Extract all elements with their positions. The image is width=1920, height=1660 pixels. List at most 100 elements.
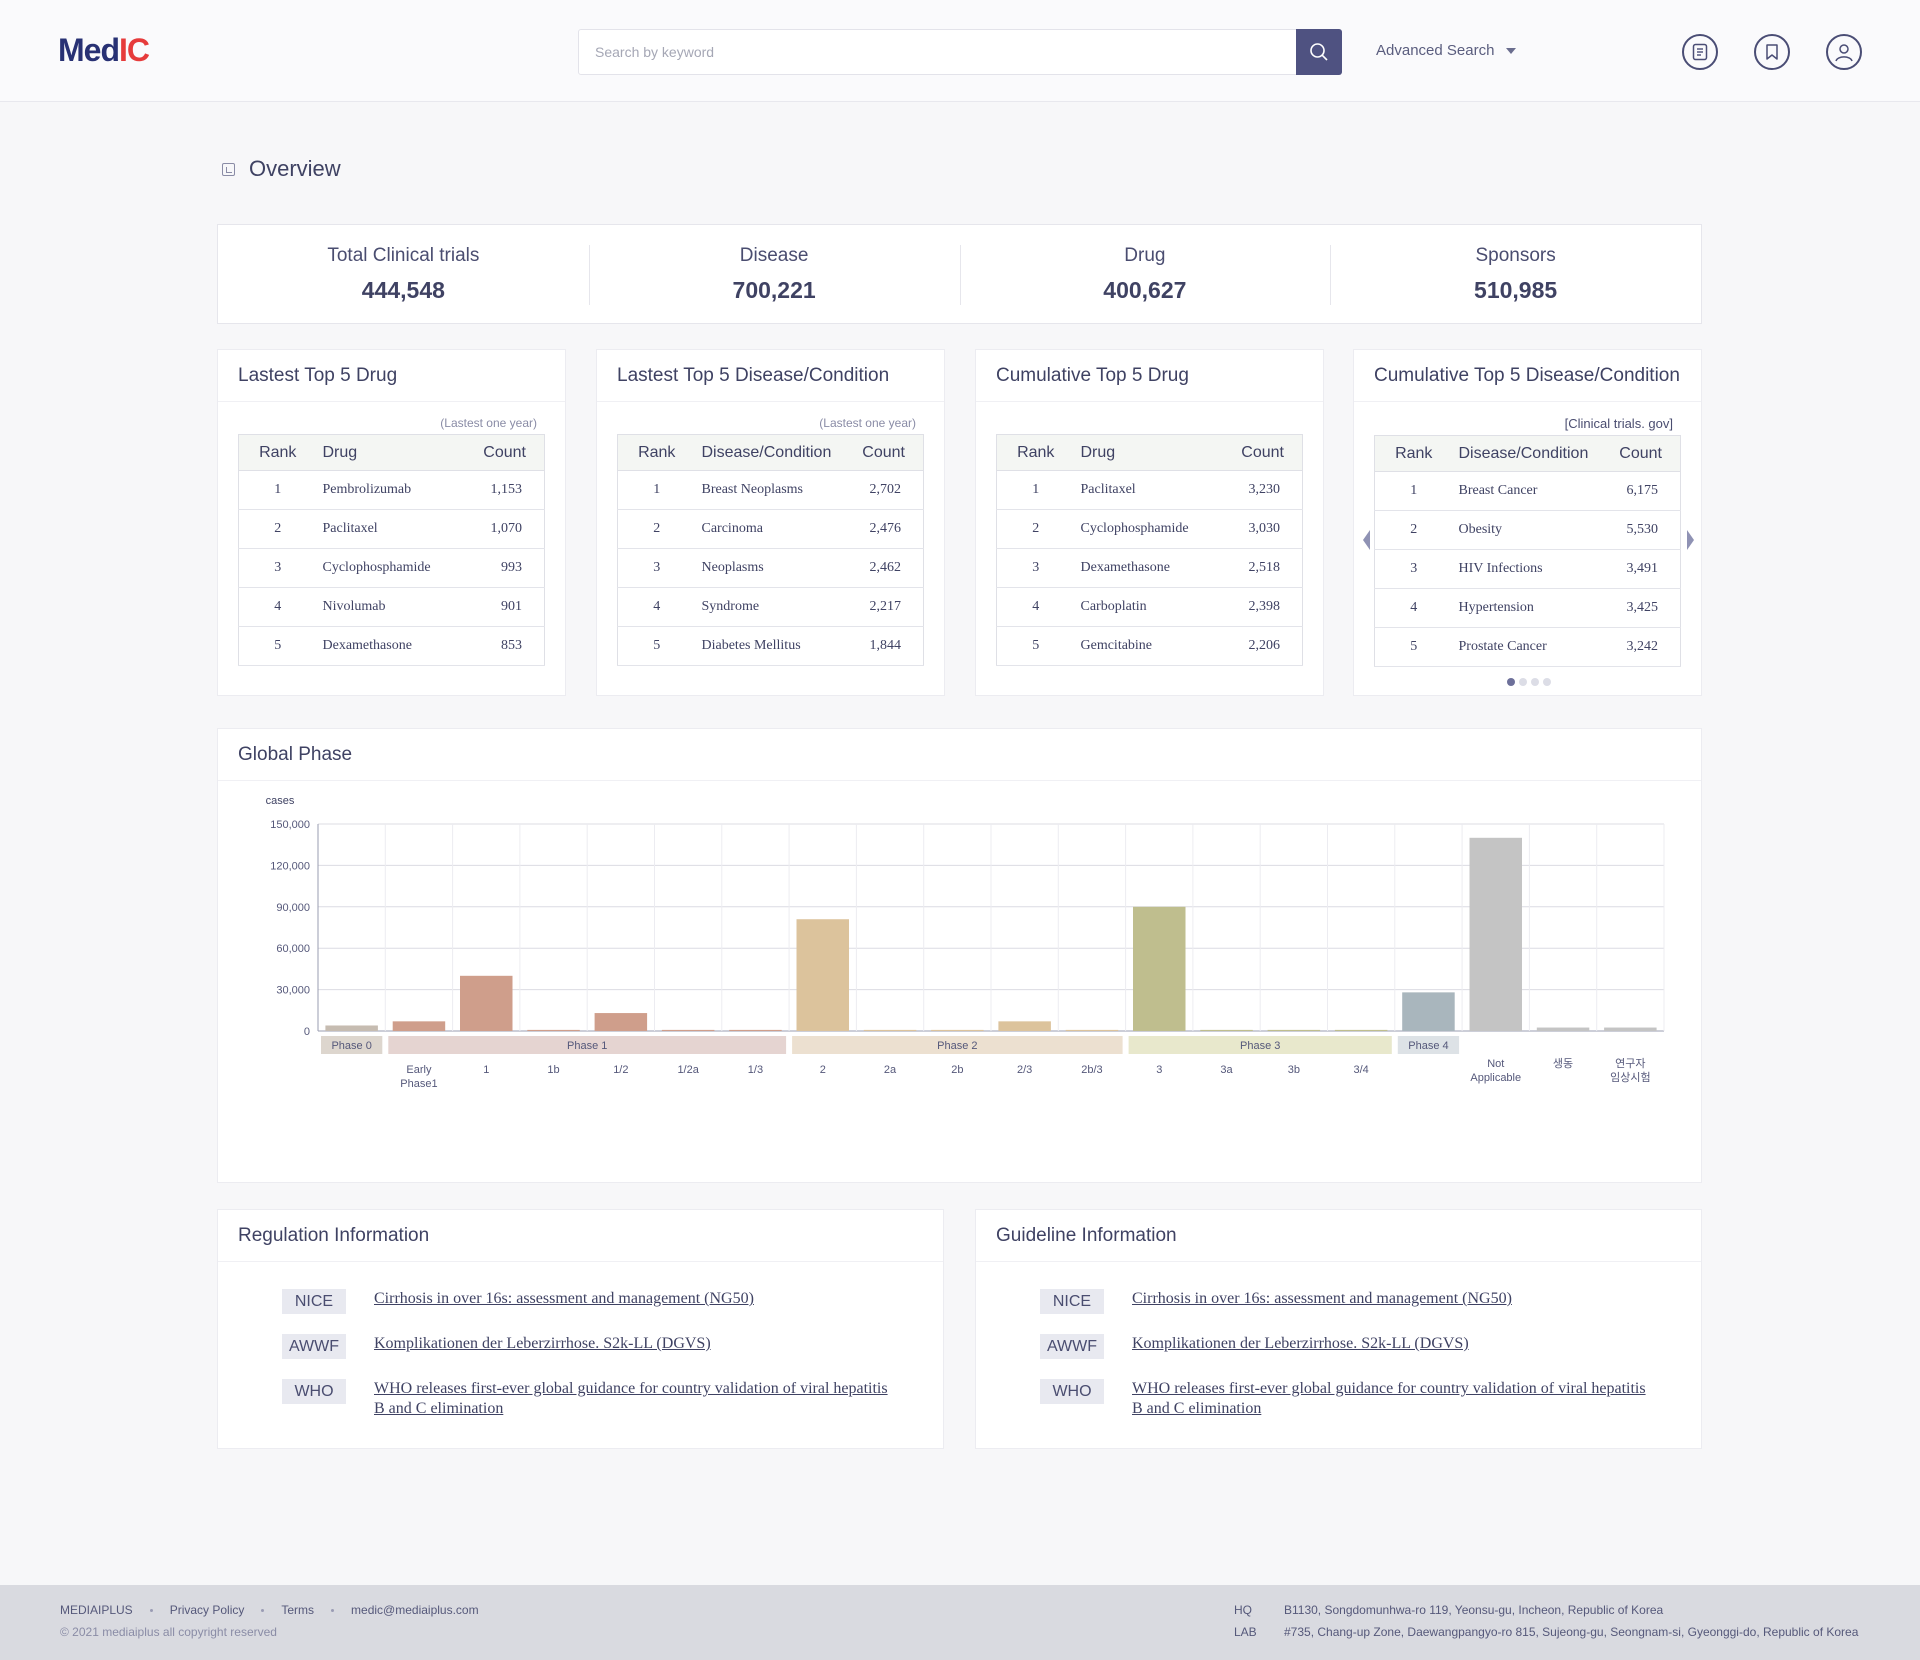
list-item: AWWF Komplikationen der Leberzirrhose. S… xyxy=(282,1334,894,1359)
address-text: B1130, Songdomunhwa-ro 119, Yeonsu-gu, I… xyxy=(1284,1603,1664,1617)
table-row[interactable]: 1 Paclitaxel 3,230 xyxy=(996,470,1303,510)
table-row[interactable]: 5 Gemcitabine 2,206 xyxy=(996,626,1303,666)
stat-label: Total Clinical trials xyxy=(327,244,480,266)
advanced-search-dropdown[interactable]: Advanced Search xyxy=(1376,42,1517,59)
lab-address: LAB #735, Chang-up Zone, Daewangpangyo-r… xyxy=(1234,1625,1858,1639)
column-header: Count xyxy=(1224,434,1303,471)
table-row[interactable]: 2 Cyclophosphamide 3,030 xyxy=(996,509,1303,549)
advanced-search-label: Advanced Search xyxy=(1376,42,1495,59)
regulation-link[interactable]: Komplikationen der Leberzirrhose. S2k-LL… xyxy=(374,1335,711,1352)
source-badge: WHO xyxy=(282,1379,346,1404)
table-row[interactable]: 3 Cyclophosphamide 993 xyxy=(238,548,545,588)
bar xyxy=(1469,837,1522,1031)
x-tick-label: Not Applicable xyxy=(1470,1058,1521,1084)
bar xyxy=(931,1029,984,1031)
y-tick-label: 150,000 xyxy=(270,819,310,831)
carousel-dot[interactable] xyxy=(1531,678,1539,686)
list-item: NICE Cirrhosis in over 16s: assessment a… xyxy=(1040,1289,1652,1314)
table-row[interactable]: 3 HIV Infections 3,491 xyxy=(1374,549,1681,589)
bookmark-icon[interactable] xyxy=(1754,34,1790,70)
phase-group-band xyxy=(321,1036,383,1054)
search-button[interactable] xyxy=(1296,29,1342,75)
table-row[interactable]: 4 Nivolumab 901 xyxy=(238,587,545,627)
bar xyxy=(729,1029,782,1031)
stat-sponsors: Sponsors 510,985 xyxy=(1330,225,1701,323)
phase-group-band xyxy=(388,1036,787,1054)
y-tick-label: 120,000 xyxy=(270,860,310,872)
global-phase-chart: 0 30,000 60,000 90,000 120,000 150,000 cases Ph… xyxy=(266,795,1665,1090)
table-row[interactable]: 2 Carcinoma 2,476 xyxy=(617,509,924,549)
bar xyxy=(1200,1029,1253,1031)
stat-value: 444,548 xyxy=(361,276,445,303)
footer-link-privacy[interactable]: Privacy Policy xyxy=(169,1603,245,1617)
guideline-link[interactable]: Cirrhosis in over 16s: assessment and ma… xyxy=(1132,1290,1512,1307)
source-badge: AWWF xyxy=(1040,1334,1104,1359)
carousel-dot[interactable] xyxy=(1519,678,1527,686)
card-guideline-information: Guideline Information NICE Cirrhosis in … xyxy=(975,1209,1702,1449)
table-row[interactable]: 1 Breast Neoplasms 2,702 xyxy=(617,470,924,510)
guideline-link[interactable]: Komplikationen der Leberzirrhose. S2k-LL… xyxy=(1132,1335,1469,1352)
column-header: Drug xyxy=(1074,434,1225,471)
stat-label: Disease xyxy=(739,244,809,266)
address-label: HQ xyxy=(1234,1603,1252,1617)
table-row[interactable]: 1 Pembrolizumab 1,153 xyxy=(238,470,545,510)
bar xyxy=(796,919,849,1031)
carousel-dot[interactable] xyxy=(1543,678,1551,686)
list-item: WHO WHO releases first-ever global guida… xyxy=(282,1379,894,1419)
table-row[interactable]: 1 Breast Cancer 6,175 xyxy=(1374,471,1681,511)
medic-logo[interactable]: MedIC xyxy=(58,32,150,68)
bar xyxy=(1334,1029,1388,1031)
card-note: [Clinical trials. gov] xyxy=(1564,416,1673,431)
footer-link-terms[interactable]: Terms xyxy=(281,1603,315,1617)
footer-link-company[interactable]: MEDIAIPLUS xyxy=(60,1603,133,1617)
card-title: Cumulative Top 5 Drug xyxy=(976,350,1323,402)
guideline-link[interactable]: WHO releases first-ever global guidance … xyxy=(1132,1380,1646,1417)
column-header: Count xyxy=(845,434,924,471)
table-row[interactable]: 4 Syndrome 2,217 xyxy=(617,587,924,627)
bar xyxy=(594,1013,648,1031)
table-row[interactable]: 5 Diabetes Mellitus 1,844 xyxy=(617,626,924,666)
phase-group-label: Phase 2 xyxy=(937,1040,977,1052)
card-title: Lastest Top 5 Disease/Condition xyxy=(597,350,944,402)
table-row[interactable]: 4 Hypertension 3,425 xyxy=(1374,588,1681,628)
table-row[interactable]: 2 Obesity 5,530 xyxy=(1374,510,1681,550)
table-row[interactable]: 4 Carboplatin 2,398 xyxy=(996,587,1303,627)
card-global-phase: Global Phase 0 30,000 60,000 90,000 120,000 1… xyxy=(217,728,1702,1183)
x-tick-label: 3/4 xyxy=(1354,1064,1369,1076)
carousel-dot[interactable] xyxy=(1507,678,1515,686)
user-account-icon[interactable] xyxy=(1826,34,1862,70)
phase-group-label: Phase 1 xyxy=(567,1040,607,1052)
list-book-icon[interactable] xyxy=(1682,34,1718,70)
card-title: Guideline Information xyxy=(976,1210,1701,1262)
address-text: #735, Chang-up Zone, Daewangpangyo-ro 81… xyxy=(1284,1625,1859,1639)
table-row[interactable]: 2 Paclitaxel 1,070 xyxy=(238,509,545,549)
x-tick-label: 1/2 xyxy=(613,1064,628,1076)
x-tick-label: 1/3 xyxy=(748,1064,763,1076)
carousel-next-icon[interactable] xyxy=(1687,530,1694,550)
footer-links: MEDIAIPLUS Privacy Policy Terms medic@me… xyxy=(60,1603,479,1617)
x-tick-label: 2 xyxy=(820,1064,826,1076)
bar xyxy=(325,1025,378,1031)
bar xyxy=(863,1029,917,1031)
card-title: Global Phase xyxy=(218,729,1701,781)
overview-heading: Overview xyxy=(222,156,341,182)
table-row[interactable]: 5 Dexamethasone 853 xyxy=(238,626,545,666)
regulation-link[interactable]: Cirrhosis in over 16s: assessment and ma… xyxy=(374,1290,754,1307)
card-cumulative-top5-drug: Cumulative Top 5 Drug Rank Drug Count 1 Pac… xyxy=(975,349,1324,696)
x-tick-label: 연구자 임상시험 xyxy=(1610,1057,1650,1084)
stat-value: 700,221 xyxy=(732,276,816,303)
table-row[interactable]: 5 Prostate Cancer 3,242 xyxy=(1374,627,1681,667)
table-row[interactable]: 3 Neoplasms 2,462 xyxy=(617,548,924,588)
stat-value: 510,985 xyxy=(1474,276,1558,303)
y-tick-label: 30,000 xyxy=(276,985,310,997)
carousel-prev-icon[interactable] xyxy=(1363,530,1370,550)
table-row[interactable]: 3 Dexamethasone 2,518 xyxy=(996,548,1303,588)
list-item: NICE Cirrhosis in over 16s: assessment a… xyxy=(282,1289,894,1314)
bar xyxy=(998,1021,1051,1031)
search-input[interactable] xyxy=(595,30,1275,74)
phase-group-band xyxy=(1397,1036,1460,1054)
list-item: WHO WHO releases first-ever global guida… xyxy=(1040,1379,1652,1419)
bar xyxy=(1065,1029,1119,1031)
regulation-link[interactable]: WHO releases first-ever global guidance … xyxy=(374,1380,888,1417)
footer-link-email[interactable]: medic@mediaiplus.com xyxy=(351,1603,479,1617)
